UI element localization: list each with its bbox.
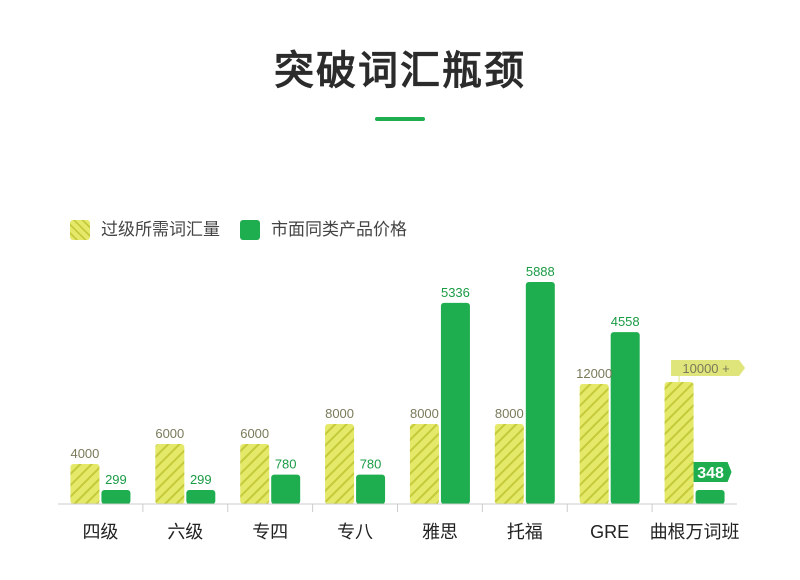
legend-swatch-series-b: [240, 220, 260, 240]
data-label-series-a-6: 12000: [576, 366, 612, 381]
data-label-series-b-7: 348: [697, 465, 724, 482]
title-underline: [375, 117, 425, 121]
data-label-series-a-5: 8000: [495, 406, 524, 421]
bar-series-b-5: [525, 282, 555, 504]
x-tick-label-0: 四级: [82, 522, 118, 542]
data-label-series-b-0: 299: [105, 472, 127, 487]
data-label-series-a-7: 10000 +: [682, 361, 729, 376]
bar-series-a-3: [325, 424, 355, 504]
legend-label-series-a: 过级所需词汇量: [101, 220, 220, 239]
bar-series-a-4: [409, 424, 439, 504]
x-tick-label-5: 托福: [507, 522, 543, 542]
data-label-series-b-2: 780: [275, 457, 297, 472]
bar-series-a-2: [240, 444, 270, 504]
data-label-series-a-1: 6000: [155, 426, 184, 441]
x-tick-label-3: 专八: [337, 522, 373, 542]
bar-series-a-6: [579, 384, 609, 504]
bar-series-b-1: [186, 490, 216, 504]
page-title: 突破词汇瓶颈: [274, 49, 526, 93]
legend-swatch-series-a: [70, 220, 90, 240]
data-label-series-b-5: 5888: [526, 264, 555, 279]
bar-series-b-0: [101, 490, 131, 504]
badge-series-b: [693, 462, 732, 482]
x-tick-label-6: GRE: [590, 522, 629, 542]
data-label-series-b-3: 780: [360, 457, 382, 472]
bar-series-a-1: [155, 444, 185, 504]
data-label-series-b-4: 5336: [441, 285, 470, 300]
x-tick-label-1: 六级: [167, 522, 203, 542]
bar-series-b-3: [356, 474, 386, 504]
x-tick-label-7: 曲根万词班: [650, 522, 740, 542]
bar-series-b-4: [440, 302, 470, 504]
bar-series-a-5: [494, 424, 524, 504]
bar-series-b-7: [695, 490, 725, 504]
data-label-series-b-1: 299: [190, 472, 212, 487]
data-label-series-a-0: 4000: [70, 446, 99, 461]
data-label-series-a-4: 8000: [410, 406, 439, 421]
data-label-series-a-2: 6000: [240, 426, 269, 441]
data-label-series-a-3: 8000: [325, 406, 354, 421]
data-label-series-b-6: 4558: [611, 314, 640, 329]
x-tick-label-4: 雅思: [422, 522, 458, 542]
bar-series-b-2: [271, 474, 301, 504]
bar-series-b-6: [610, 332, 640, 504]
badge-series-a: [671, 360, 746, 376]
bar-series-a-7: [664, 382, 694, 504]
legend-label-series-b: 市面同类产品价格: [271, 220, 407, 239]
bar-series-a-0: [70, 464, 100, 504]
x-tick-label-2: 专四: [252, 522, 288, 542]
